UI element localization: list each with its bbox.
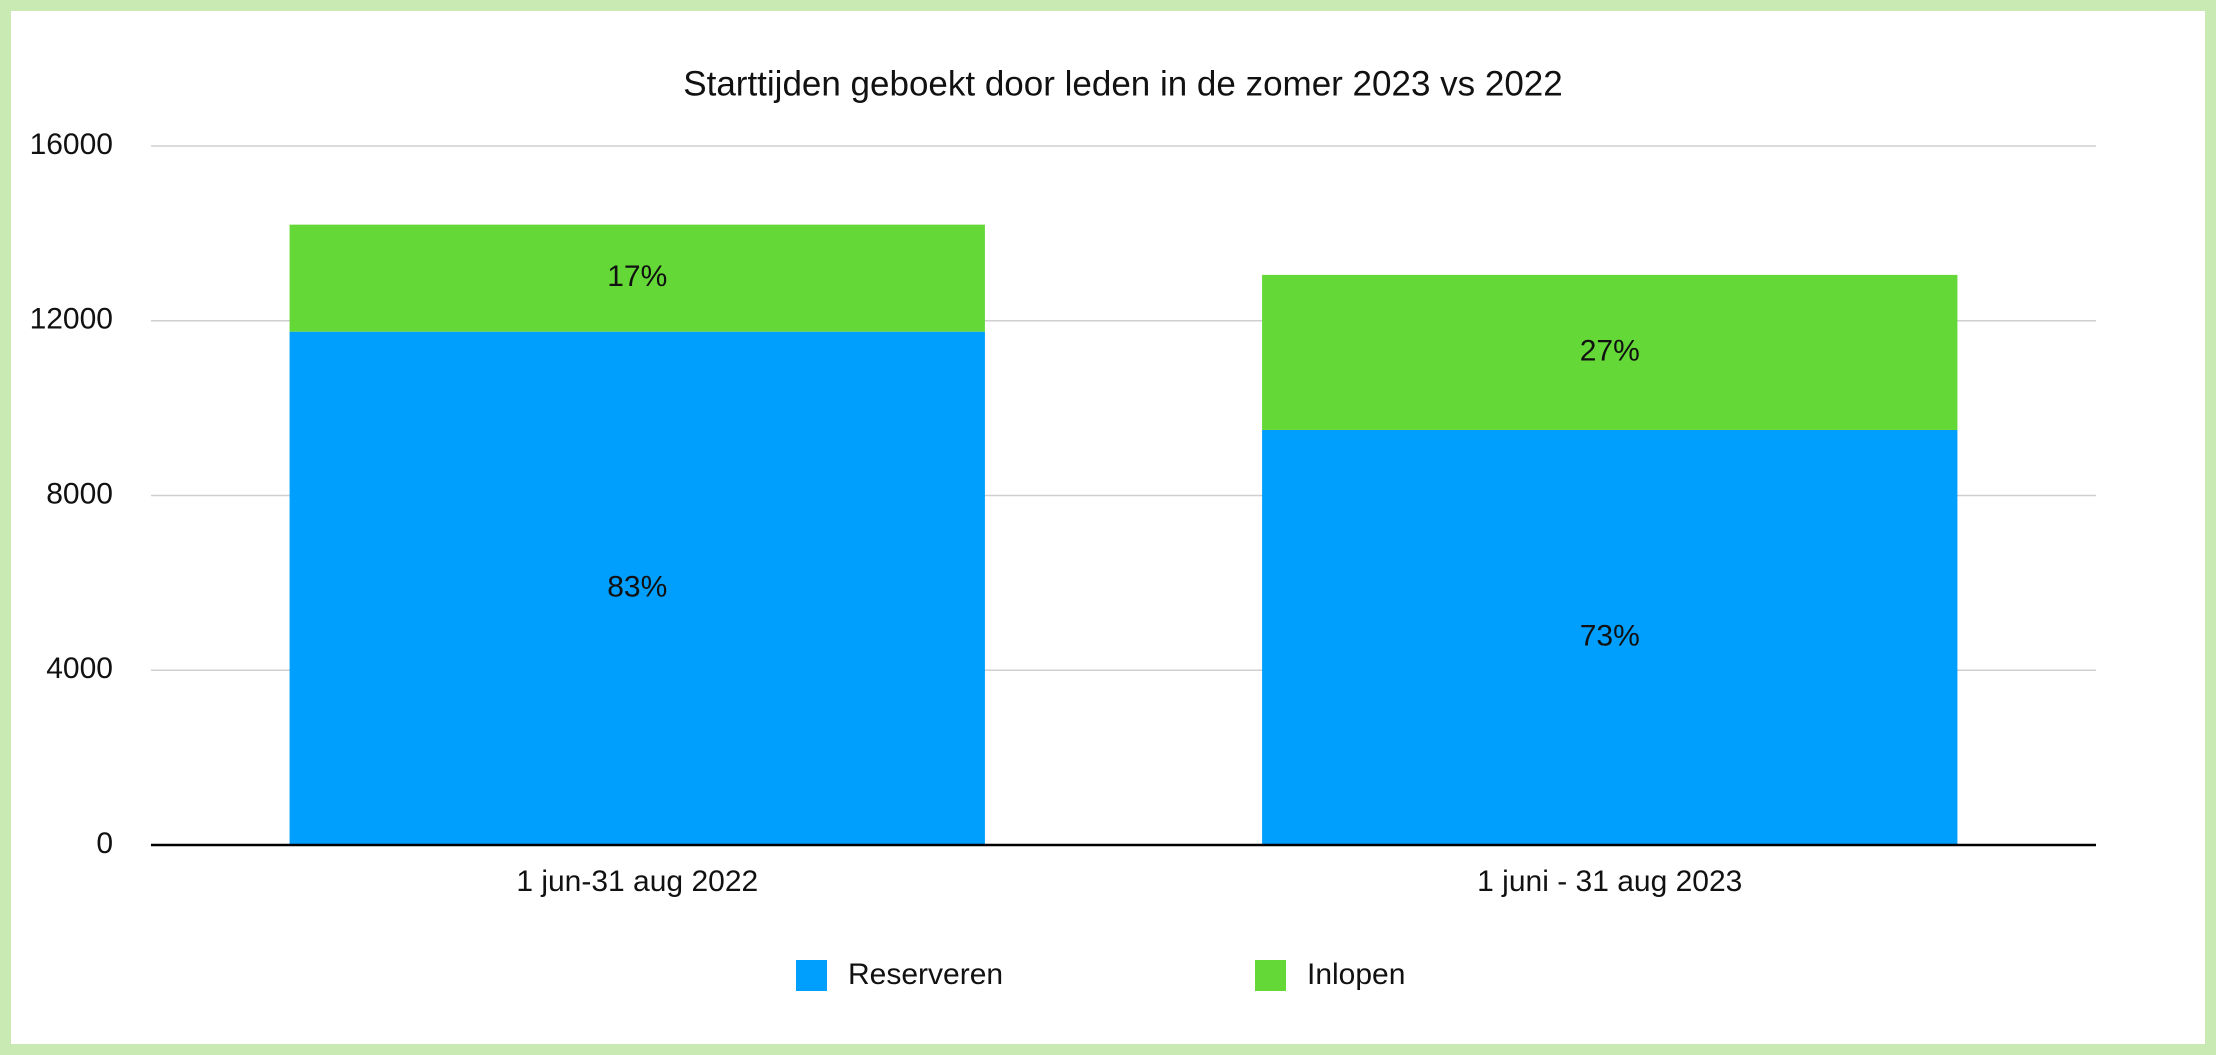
bar-segment [1262,429,1958,845]
x-tick-label: 1 jun-31 aug 2022 [516,865,758,898]
segment-label: 27% [1580,334,1640,367]
y-tick-label: 12000 [30,303,113,336]
legend-label: Reserveren [848,958,1003,991]
y-tick-label: 8000 [46,477,113,510]
y-tick-label: 16000 [30,128,113,161]
chart-title: Starttijden geboekt door leden in de zom… [683,64,1562,103]
legend-swatch [1255,960,1286,991]
legend-label: Inlopen [1307,958,1405,991]
bar-segment [289,224,985,332]
y-tick-label: 0 [96,827,113,860]
bar-segment [1262,274,1958,430]
y-tick-label: 4000 [46,652,113,685]
bar-segment [289,331,985,845]
segment-label: 73% [1580,619,1640,652]
x-tick-label: 1 juni - 31 aug 2023 [1477,865,1742,898]
legend-swatch [796,960,827,991]
segment-label: 17% [607,260,667,293]
segment-label: 83% [607,570,667,603]
